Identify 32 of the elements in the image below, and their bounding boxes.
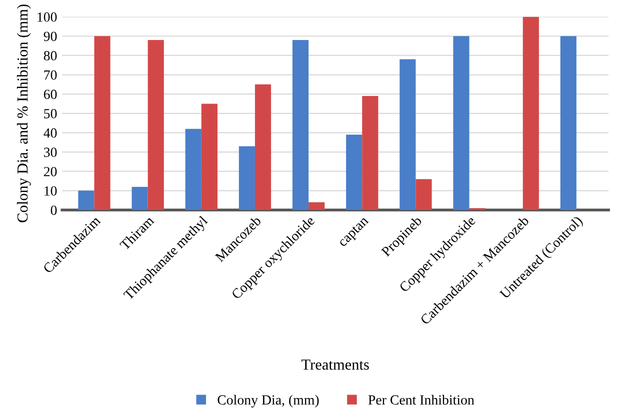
bar xyxy=(362,96,378,210)
y-tick-label: 70 xyxy=(44,70,57,80)
y-tick-label: 100 xyxy=(38,12,57,22)
y-tick-label: 90 xyxy=(44,32,57,42)
bar xyxy=(94,36,110,210)
bar xyxy=(346,134,362,210)
y-tick-label: 0 xyxy=(50,206,57,215)
bar xyxy=(185,128,202,210)
bar xyxy=(201,104,218,210)
bar xyxy=(148,40,164,210)
bar xyxy=(78,190,94,210)
y-tick-label: 50 xyxy=(44,108,57,118)
bar xyxy=(560,36,576,210)
y-tick-label: 10 xyxy=(44,186,57,196)
y-tick-label: 40 xyxy=(44,128,57,138)
bar xyxy=(238,146,255,210)
legend-label: Colony Dia, (mm) xyxy=(218,394,319,408)
y-tick-label: 20 xyxy=(44,166,57,176)
y-tick-label: 60 xyxy=(44,90,57,100)
y-tick-label: 80 xyxy=(44,51,57,60)
bar xyxy=(254,84,272,210)
bar xyxy=(416,179,432,210)
legend-label: Per Cent Inhibition xyxy=(368,394,474,405)
x-axis-title: Treatments xyxy=(302,360,369,370)
y-tick-label: 30 xyxy=(44,148,57,157)
bar xyxy=(400,59,416,210)
bar xyxy=(308,202,325,210)
bar xyxy=(132,186,148,210)
y-axis-title: Colony Dia. and % Inhibition (mm) xyxy=(16,4,31,222)
bar xyxy=(292,40,309,210)
bar xyxy=(522,16,539,210)
bar xyxy=(453,36,470,210)
